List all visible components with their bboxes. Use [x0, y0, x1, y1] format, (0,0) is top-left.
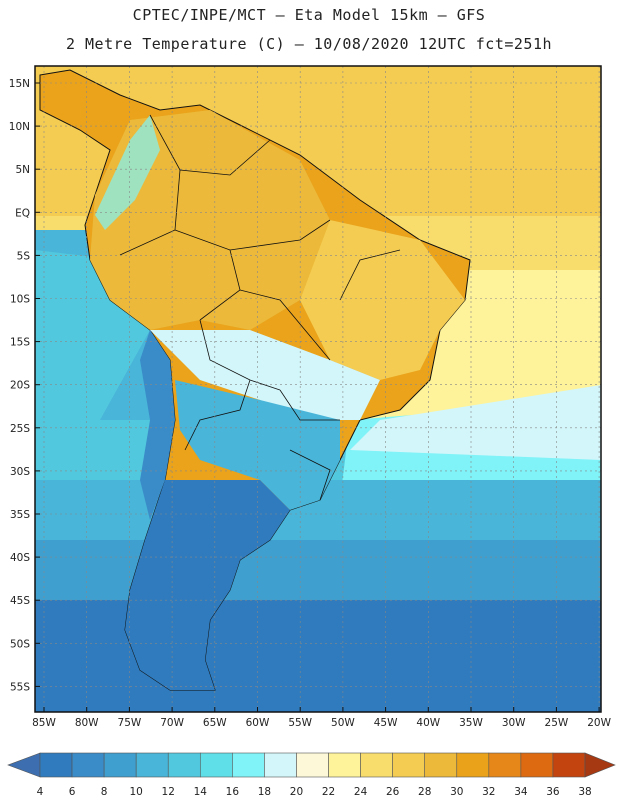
lat-label: 15S — [10, 337, 30, 349]
colorbar-label: 24 — [354, 786, 368, 798]
colorbar-swatch — [488, 752, 522, 778]
latitude-labels: 15N 10N 5N EQ 5S 10S 15S 20S 25S 30S 35S 40S 45S 50S 5… — [9, 78, 31, 693]
colorbar-swatch — [167, 752, 201, 778]
colorbar-swatch — [199, 752, 233, 778]
lon-label: 85W — [32, 717, 56, 729]
map-field — [35, 66, 601, 712]
lat-label: 45S — [10, 595, 30, 607]
lon-label: 30W — [502, 717, 526, 729]
colorbar-label: 20 — [290, 786, 303, 798]
colorbar-arrow-low — [7, 752, 41, 778]
lon-label: 45W — [374, 717, 398, 729]
colorbar-swatch — [424, 752, 458, 778]
lon-label: 60W — [246, 717, 270, 729]
colorbar: 4 6 8 10 12 14 16 18 20 22 24 26 28 30 32 34 36 38 — [7, 752, 616, 798]
colorbar-label: 22 — [322, 786, 335, 798]
lon-label: 55W — [288, 717, 312, 729]
lon-label: 25W — [545, 717, 569, 729]
lon-label: 40W — [416, 717, 440, 729]
lat-label: 10N — [9, 121, 30, 133]
map-title-line2: 2 Metre Temperature (C) – 10/08/2020 12U… — [65, 35, 553, 53]
lon-label: 80W — [75, 717, 99, 729]
colorbar-swatch — [360, 752, 393, 778]
colorbar-label: 38 — [578, 786, 591, 798]
colorbar-swatch — [232, 752, 265, 778]
lon-label: 75W — [118, 717, 142, 729]
colorbar-label: 34 — [514, 786, 528, 798]
colorbar-label: 30 — [450, 786, 463, 798]
map-frame — [34, 65, 602, 713]
colorbar-label: 16 — [226, 786, 240, 798]
colorbar-swatch — [39, 752, 73, 778]
lat-label: EQ — [15, 207, 30, 219]
colorbar-label: 6 — [69, 786, 76, 798]
lon-label: 35W — [459, 717, 483, 729]
colorbar-label: 18 — [258, 786, 271, 798]
colorbar-swatch — [552, 752, 586, 778]
colorbar-arrow-high — [584, 752, 616, 778]
colorbar-swatch — [456, 752, 490, 778]
colorbar-label: 28 — [418, 786, 431, 798]
colorbar-swatch — [71, 752, 105, 778]
colorbar-label: 26 — [386, 786, 400, 798]
lat-label: 30S — [10, 466, 30, 478]
colorbar-label: 10 — [129, 786, 142, 798]
colorbar-label: 32 — [482, 786, 495, 798]
lat-label: 35S — [10, 509, 30, 521]
lat-label: 50S — [10, 638, 30, 650]
colorbar-swatch — [296, 752, 329, 778]
longitude-labels: 85W 80W 75W 70W 65W 60W 55W 50W 45W 40W 35W 30W 25W 2… — [32, 717, 611, 729]
lat-label: 20S — [10, 380, 30, 392]
colorbar-swatch — [264, 752, 297, 778]
map-title-line1: CPTEC/INPE/MCT – Eta Model 15km – GFS — [132, 6, 486, 24]
colorbar-label: 14 — [194, 786, 208, 798]
lat-label: 5S — [17, 250, 31, 262]
lat-label: 55S — [10, 681, 30, 693]
colorbar-label: 4 — [37, 786, 44, 798]
lat-label: 15N — [9, 78, 30, 90]
lon-label: 70W — [160, 717, 184, 729]
colorbar-label: 36 — [546, 786, 560, 798]
lon-label: 20W — [587, 717, 611, 729]
colorbar-swatch — [135, 752, 169, 778]
colorbar-label: 8 — [101, 786, 108, 798]
colorbar-swatch — [392, 752, 426, 778]
map-gridlines — [35, 66, 601, 712]
lat-label: 5N — [15, 164, 30, 176]
colorbar-swatch — [103, 752, 137, 778]
lon-label: 65W — [203, 717, 227, 729]
lat-label: 10S — [10, 294, 30, 306]
colorbar-label: 12 — [162, 786, 175, 798]
colorbar-swatch — [520, 752, 554, 778]
lat-label: 40S — [10, 552, 30, 564]
colorbar-swatch — [328, 752, 361, 778]
lon-label: 50W — [331, 717, 355, 729]
lat-label: 25S — [10, 423, 30, 435]
